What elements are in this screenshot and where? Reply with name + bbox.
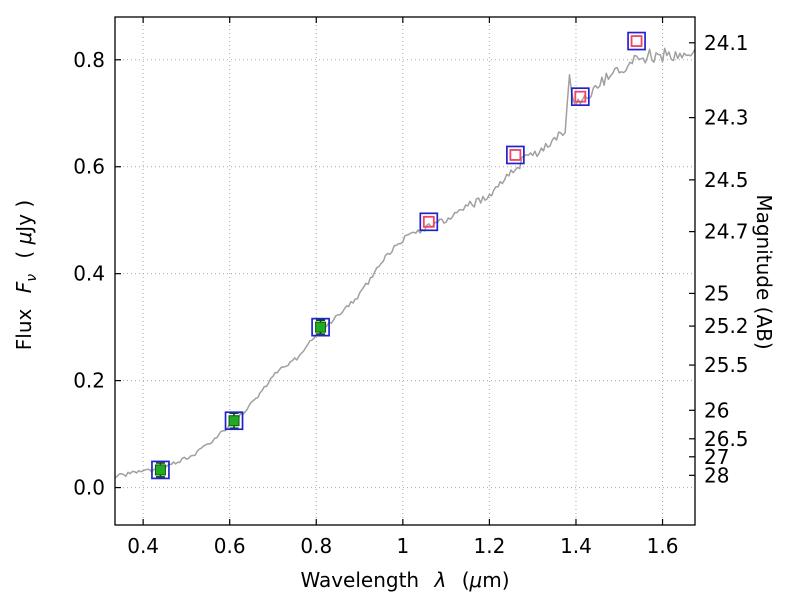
x-axis-unit-open: ( xyxy=(461,568,470,592)
svg-text:24.5: 24.5 xyxy=(704,168,749,192)
x-tick-labels: 0.4 0.6 0.8 1 1.2 1.4 1.6 xyxy=(127,534,678,558)
x-axis-label-word: Wavelength xyxy=(300,568,420,592)
observed-flux-markers xyxy=(154,321,327,476)
grid-lines xyxy=(115,17,695,525)
svg-text:26: 26 xyxy=(704,398,729,422)
mu-symbol: μ xyxy=(469,568,483,592)
svg-text:24.3: 24.3 xyxy=(704,106,749,130)
svg-text:0.8: 0.8 xyxy=(73,48,105,72)
svg-text:25.2: 25.2 xyxy=(704,314,749,338)
mu-symbol-y: μ xyxy=(12,231,36,245)
svg-text:0.8: 0.8 xyxy=(300,534,332,558)
plot-border xyxy=(114,16,696,526)
svg-text:0.0: 0.0 xyxy=(73,476,105,500)
bandpass-squares xyxy=(151,31,646,480)
y-axis-label-word: Flux xyxy=(12,308,36,351)
svg-text:0.6: 0.6 xyxy=(73,155,105,179)
svg-text:24.7: 24.7 xyxy=(704,220,749,244)
y-axis-unit-open: ( xyxy=(12,244,36,259)
svg-text:25: 25 xyxy=(704,281,729,305)
svg-text:0.6: 0.6 xyxy=(214,534,246,558)
x-axis-label: Wavelength λ (μm) xyxy=(115,566,695,594)
x-axis-unit-rest: m) xyxy=(482,568,510,592)
lambda-symbol: λ xyxy=(434,568,447,592)
error-bars xyxy=(155,319,326,478)
svg-text:0.2: 0.2 xyxy=(73,369,105,393)
svg-text:26.5: 26.5 xyxy=(704,427,749,451)
y2-axis-label-text: Magnitude (AB) xyxy=(752,194,776,350)
svg-text:1.4: 1.4 xyxy=(560,534,592,558)
axis-ticks xyxy=(115,17,695,525)
svg-text:1: 1 xyxy=(396,534,409,558)
spectrum-line xyxy=(114,47,696,479)
flux-symbol: F xyxy=(12,281,36,294)
y-tick-labels: 0.0 0.2 0.4 0.6 0.8 xyxy=(73,48,105,500)
y-axis-label: Flux Fν ( μJy ) xyxy=(10,95,46,455)
svg-text:1.6: 1.6 xyxy=(647,534,679,558)
nu-subscript: ν xyxy=(24,273,40,282)
y2-axis-label: Magnitude (AB) xyxy=(750,92,778,452)
y-axis-unit-rest: Jy ) xyxy=(12,199,36,232)
svg-text:0.4: 0.4 xyxy=(127,534,159,558)
svg-text:1.2: 1.2 xyxy=(473,534,505,558)
svg-text:27: 27 xyxy=(704,445,729,469)
svg-text:24.1: 24.1 xyxy=(704,31,749,55)
model-flux-markers xyxy=(422,35,643,228)
svg-text:25.5: 25.5 xyxy=(704,353,749,377)
svg-text:28: 28 xyxy=(704,463,729,487)
svg-text:0.4: 0.4 xyxy=(73,262,105,286)
